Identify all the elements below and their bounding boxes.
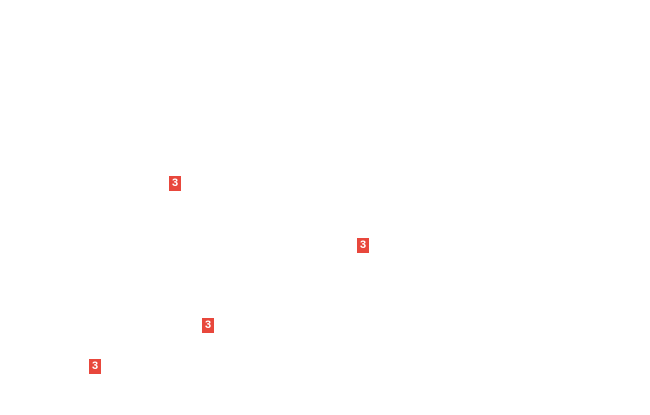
marker-badge[interactable]: 3 bbox=[202, 318, 214, 333]
marker-badge[interactable]: 3 bbox=[169, 176, 181, 191]
marker-badge[interactable]: 3 bbox=[89, 359, 101, 374]
marker-badge[interactable]: 3 bbox=[357, 238, 369, 253]
